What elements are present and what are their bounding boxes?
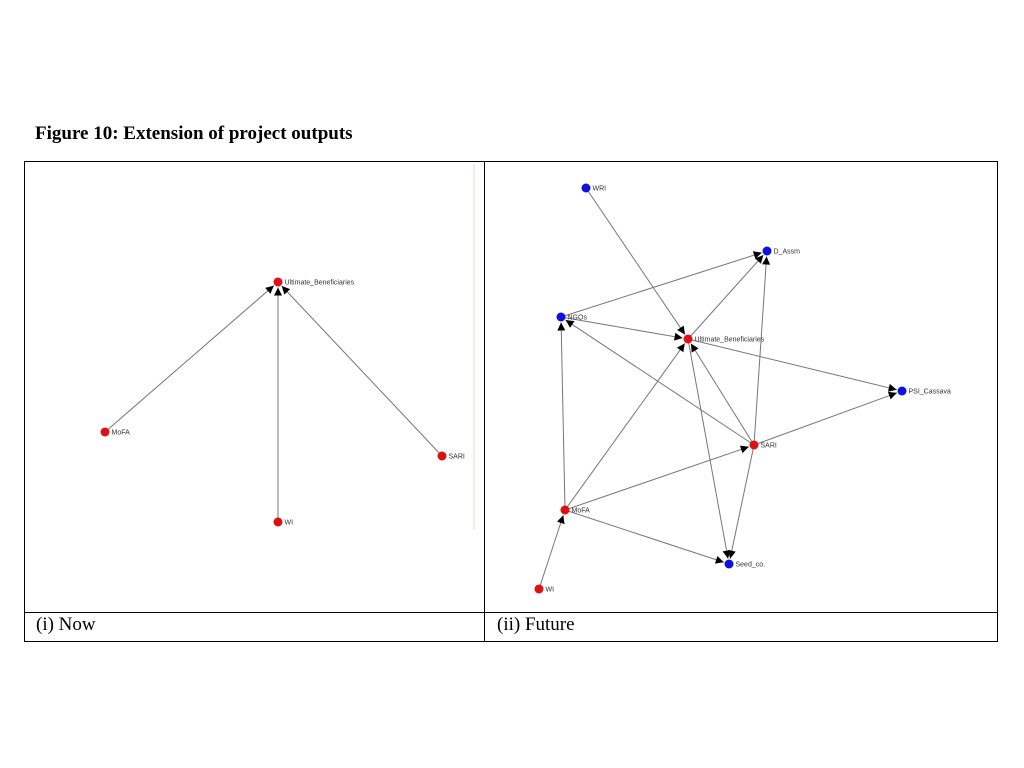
now-arrowhead-wi-to-ultimate-beneficiaries [274,287,282,296]
future-arrowhead-mofa-to-ngos [557,322,566,331]
network-future-panel: WRI D_Assm NGOs Ultimate_Beneficiaries PSI_C… [485,162,998,612]
future-edge-ngos-to-ultimate-beneficiaries [560,316,683,339]
future-edge-sari-to-ngos [565,319,755,446]
now-node-label-sari: SARI [449,454,465,461]
row-divider [25,612,997,613]
now-node-label-mofa: MoFA [112,430,131,437]
now-nodes: Ultimate_Beneficiaries MoFA SARI WI [100,277,465,527]
future-node-d-assm [762,246,772,256]
future-node-wri [581,183,591,193]
now-node-ultimate-beneficiaries [273,277,283,287]
future-node-label-psi-cassava: PSI_Cassava [909,389,952,396]
future-edge-ngos-to-d-assm [560,252,762,318]
future-node-label-seed-co: Seed_co. [736,562,766,569]
future-node-wi [534,584,544,594]
future-node-sari [749,440,759,450]
now-arrowhead-sari-to-ultimate-beneficiaries [281,286,291,295]
future-edge-ultimate-beneficiaries-to-seed-co [687,338,729,559]
future-edge-sari-to-ultimate-beneficiaries [690,343,755,446]
future-arrowhead-sari-to-d-assm [762,256,771,265]
caption-future: (ii) Future [497,614,575,635]
future-edge-mofa-to-ngos [560,322,566,511]
future-edge-ultimate-beneficiaries-to-d-assm [687,254,764,340]
future-node-label-wi: WI [546,587,555,594]
caption-now: (i) Now [36,614,96,635]
future-node-mofa [560,505,570,515]
column-divider [484,162,485,641]
future-arrowhead-wri-to-ultimate-beneficiaries [677,325,685,335]
future-node-label-wri: WRI [593,186,607,193]
future-node-psi-cassava [897,386,907,396]
future-edge-wri-to-ultimate-beneficiaries [585,187,686,335]
future-arrowhead-mofa-to-sari [739,445,749,454]
now-edges [104,285,443,522]
future-node-ngos [556,312,566,322]
future-edge-sari-to-seed-co [729,444,755,559]
network-now-panel: Ultimate_Beneficiaries MoFA SARI WI [25,162,484,612]
network-future-graph: WRI D_Assm NGOs Ultimate_Beneficiaries PSI_C… [534,183,952,594]
future-node-label-sari: SARI [761,443,777,450]
future-edge-mofa-to-ultimate-beneficiaries [564,343,686,511]
now-node-sari [437,451,447,461]
future-node-label-ngos: NGOs [568,315,588,322]
future-node-seed-co [724,559,734,569]
future-arrowhead-ultimate-beneficiaries-to-psi-cassava [887,383,897,392]
future-edge-sari-to-psi-cassava [753,392,898,446]
future-arrowhead-sari-to-psi-cassava [887,391,897,400]
now-node-label-wi: WI [285,520,294,527]
future-edge-mofa-to-seed-co [564,509,724,563]
future-arrowhead-ultimate-beneficiaries-to-d-assm [755,255,764,264]
future-edge-ultimate-beneficiaries-to-psi-cassava [687,338,897,391]
future-edges [538,187,898,590]
future-arrowhead-ngos-to-ultimate-beneficiaries [674,332,683,341]
future-arrowhead-mofa-to-ultimate-beneficiaries [676,343,685,353]
future-arrowhead-ngos-to-d-assm [752,251,762,259]
future-arrowhead-sari-to-seed-co [727,549,736,559]
future-node-label-d-assm: D_Assm [774,249,801,256]
now-arrowhead-mofa-to-ultimate-beneficiaries [265,285,274,294]
future-arrowhead-wi-to-mofa [556,515,565,525]
future-arrowhead-sari-to-ngos [565,320,575,328]
now-edge-sari-to-ultimate-beneficiaries [281,285,443,457]
future-node-label-ultimate-beneficiaries: Ultimate_Beneficiaries [695,337,765,344]
future-nodes: WRI D_Assm NGOs Ultimate_Beneficiaries PSI_C… [534,183,952,594]
future-node-ultimate-beneficiaries [683,334,693,344]
network-now-graph: Ultimate_Beneficiaries MoFA SARI WI [100,164,475,530]
future-edge-sari-to-d-assm [753,256,768,446]
future-arrowhead-sari-to-ultimate-beneficiaries [690,343,699,353]
figure-table: Ultimate_Beneficiaries MoFA SARI WI WRI D_As… [24,161,998,642]
now-edge-mofa-to-ultimate-beneficiaries [104,285,275,433]
future-edge-wi-to-mofa [538,515,564,590]
future-arrowhead-mofa-to-seed-co [714,555,724,564]
future-edge-mofa-to-sari [564,446,749,511]
now-node-wi [273,517,283,527]
now-node-label-ultimate-beneficiaries: Ultimate_Beneficiaries [285,280,355,287]
now-node-mofa [100,427,110,437]
figure-title: Figure 10: Extension of project outputs [35,123,353,144]
future-node-label-mofa: MoFA [572,508,591,515]
